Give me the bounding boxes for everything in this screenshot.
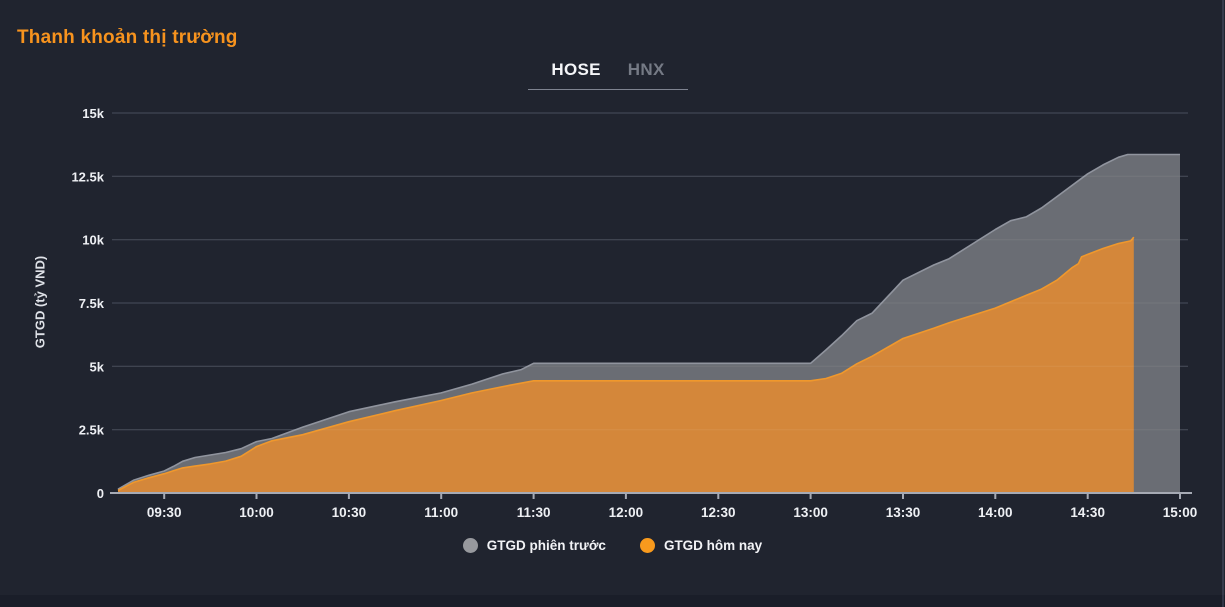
tab-hose[interactable]: HOSE (551, 60, 601, 79)
legend-item-prev-session[interactable]: GTGD phiên trước (462, 538, 606, 553)
y-tick-label: 5k (90, 359, 105, 374)
x-tick-label: 13:00 (793, 505, 828, 520)
y-tick-label: 7.5k (79, 296, 105, 311)
y-tick-label: 0 (97, 486, 104, 501)
x-tick-label: 12:00 (609, 505, 644, 520)
legend-label-prev-session: GTGD phiên trước (486, 538, 606, 553)
page-title: Thanh khoản thị trường (17, 27, 238, 48)
x-tick-label: 11:30 (517, 505, 551, 520)
x-tick-label: 09:30 (147, 505, 182, 520)
x-tick-label: 10:00 (239, 505, 274, 520)
y-tick-label: 2.5k (79, 423, 105, 438)
x-tick-label: 13:30 (886, 505, 921, 520)
legend-item-today[interactable]: GTGD hôm nay (639, 538, 763, 553)
chart-legend: GTGD phiên trước GTGD hôm nay (0, 538, 1225, 553)
y-tick-label: 15k (82, 106, 104, 121)
x-tick-label: 11:00 (424, 505, 458, 520)
y-axis: 0 2.5k 5k 7.5k 10k 12.5k 15k (71, 106, 104, 501)
x-tick-label: 14:30 (1070, 505, 1105, 520)
x-tick-label: 15:00 (1163, 505, 1198, 520)
liquidity-area-chart: 09:30 10:00 10:30 11:00 11:30 12:00 12:30 13:00… (71, 106, 1198, 520)
tab-hnx[interactable]: HNX (627, 60, 665, 79)
x-tick-label: 12:30 (701, 505, 736, 520)
x-tick-label: 14:00 (978, 505, 1013, 520)
legend-label-today: GTGD hôm nay (663, 538, 763, 553)
x-tick-label: 10:30 (332, 505, 367, 520)
today-dot-icon (639, 538, 655, 553)
prev-session-dot-icon (462, 538, 478, 553)
x-axis: 09:30 10:00 10:30 11:00 11:30 12:00 12:30 13:00… (110, 492, 1198, 520)
series-today (117, 236, 1135, 493)
y-tick-label: 12.5k (71, 169, 104, 184)
y-tick-label: 10k (82, 233, 104, 248)
footer-strip (0, 595, 1225, 607)
scrollbar-track[interactable] (1222, 0, 1224, 607)
exchange-tabs: HOSE HNX (528, 60, 688, 90)
